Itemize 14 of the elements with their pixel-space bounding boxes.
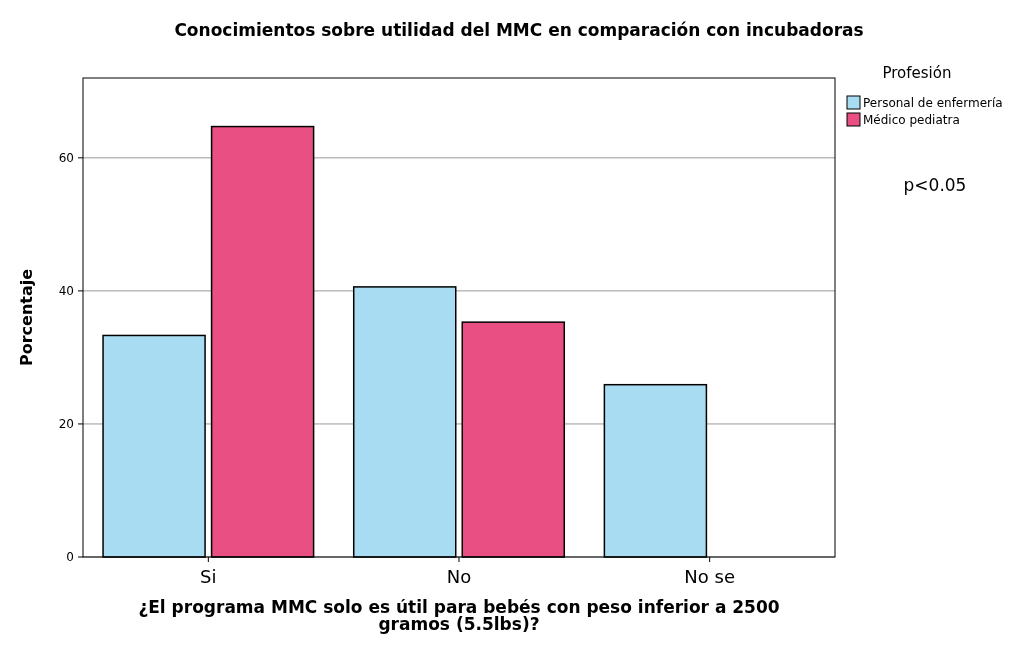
text: p<0.05 xyxy=(903,175,967,195)
x-axis-title: ¿El programa MMC solo es útil para bebés con peso inferior a 2500 gramos (5.5lbs)? xyxy=(137,598,781,634)
y-tick-label: 20 xyxy=(58,417,74,432)
x-tick-label: No xyxy=(446,566,472,587)
chart-title: Conocimientos sobre utilidad del MMC en comparación con incubadoras xyxy=(174,20,864,40)
legend-title: Profesión xyxy=(882,64,952,82)
x-tick-label: No se xyxy=(684,566,735,587)
legend-label: Médico pediatra xyxy=(863,113,960,127)
y-tick-label: 60 xyxy=(58,151,74,166)
y-axis-title: Porcentaje xyxy=(17,268,36,367)
y-tick-label: 0 xyxy=(66,550,74,565)
y-tick-label: 40 xyxy=(58,284,74,299)
legend-label: Personal de enfermería xyxy=(863,96,1003,110)
x-tick-label: Si xyxy=(200,566,217,587)
